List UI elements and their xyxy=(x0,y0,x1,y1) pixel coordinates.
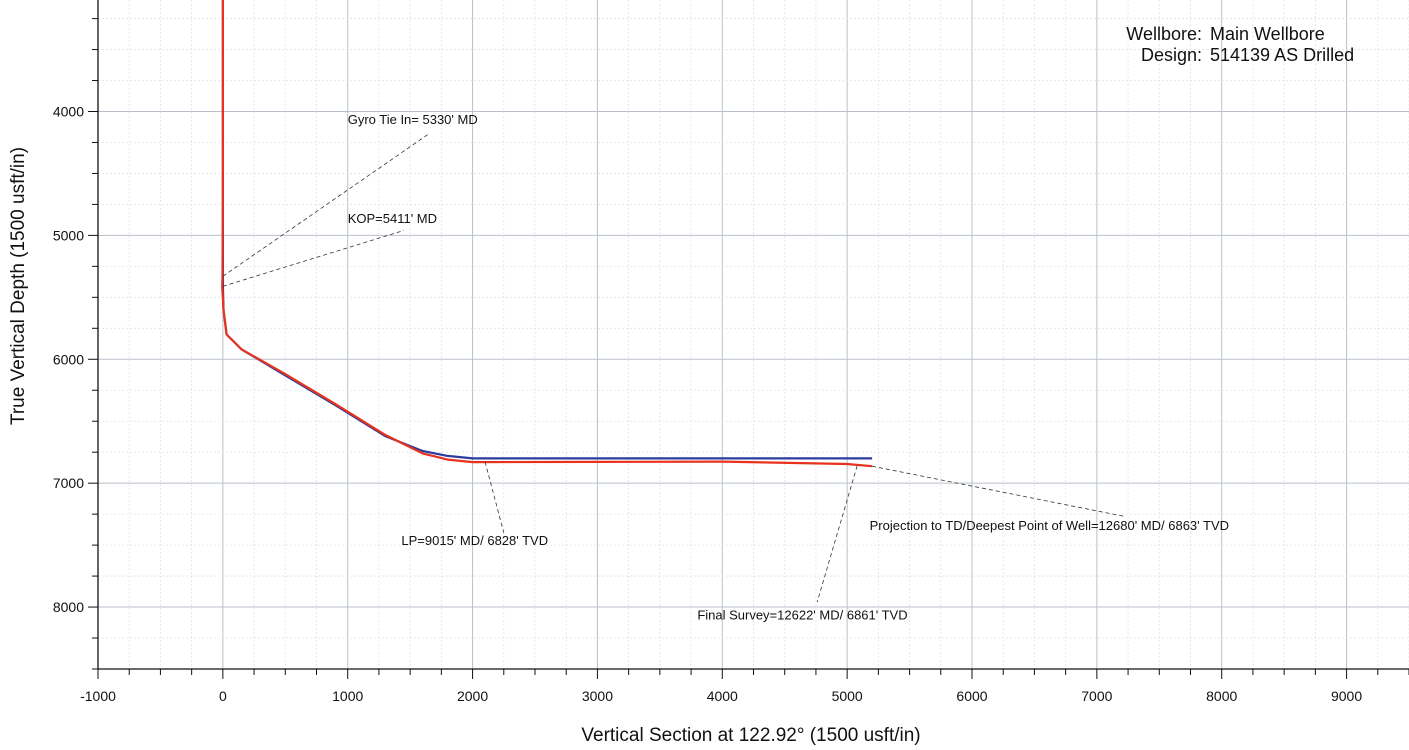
y-axis-title: True Vertical Depth (1500 usft/in) xyxy=(8,147,29,425)
design-label: Design: xyxy=(1141,45,1202,65)
design-value: 514139 AS Drilled xyxy=(1210,45,1354,65)
x-tick-label: -1000 xyxy=(80,688,116,704)
annotation-label: Projection to TD/Deepest Point of Well=1… xyxy=(870,518,1229,533)
axes: 4000 5000 6000 7000 8000 -1000 0 1000 2000 3000 40… xyxy=(53,0,1409,704)
grid xyxy=(97,0,1409,670)
x-tick-label: 3000 xyxy=(582,688,613,704)
well-info: Wellbore: Main Wellbore Design: 514139 A… xyxy=(1126,24,1354,65)
x-tick-label: 6000 xyxy=(956,688,987,704)
annotation-label: Gyro Tie In= 5330' MD xyxy=(348,112,478,127)
annotation-label: KOP=5411' MD xyxy=(348,211,437,226)
x-tick-label: 2000 xyxy=(457,688,488,704)
annotation-leader xyxy=(222,230,405,287)
x-axis-title: Vertical Section at 122.92° (1500 usft/i… xyxy=(581,725,920,746)
x-tick-label: 0 xyxy=(219,688,227,704)
y-tick-label: 6000 xyxy=(53,351,84,367)
x-tick-label: 5000 xyxy=(832,688,863,704)
x-tick-label: 9000 xyxy=(1331,688,1362,704)
y-tick-label: 5000 xyxy=(53,227,84,243)
wellbore-value: Main Wellbore xyxy=(1210,24,1325,44)
x-tick-label: 4000 xyxy=(707,688,738,704)
y-tick-label: 8000 xyxy=(53,599,84,615)
x-tick-label: 7000 xyxy=(1081,688,1112,704)
annotations: Gyro Tie In= 5330' MD KOP=5411' MD LP=9015… xyxy=(222,112,1229,622)
annotation-leader xyxy=(816,465,858,603)
annotation-label: LP=9015' MD/ 6828' TVD xyxy=(401,533,548,548)
annotation-leader xyxy=(484,461,505,533)
series-line-1 xyxy=(221,0,873,460)
y-tick-label: 4000 xyxy=(53,104,84,120)
series-line-2 xyxy=(221,0,873,468)
y-tick-label: 7000 xyxy=(53,475,84,491)
x-tick-label: 8000 xyxy=(1206,688,1237,704)
series-layer xyxy=(221,0,873,468)
x-tick-label: 1000 xyxy=(332,688,363,704)
annotation-leader xyxy=(872,465,1126,518)
wellbore-label: Wellbore: xyxy=(1126,24,1202,44)
annotation-label: Final Survey=12622' MD/ 6861' TVD xyxy=(697,607,907,622)
